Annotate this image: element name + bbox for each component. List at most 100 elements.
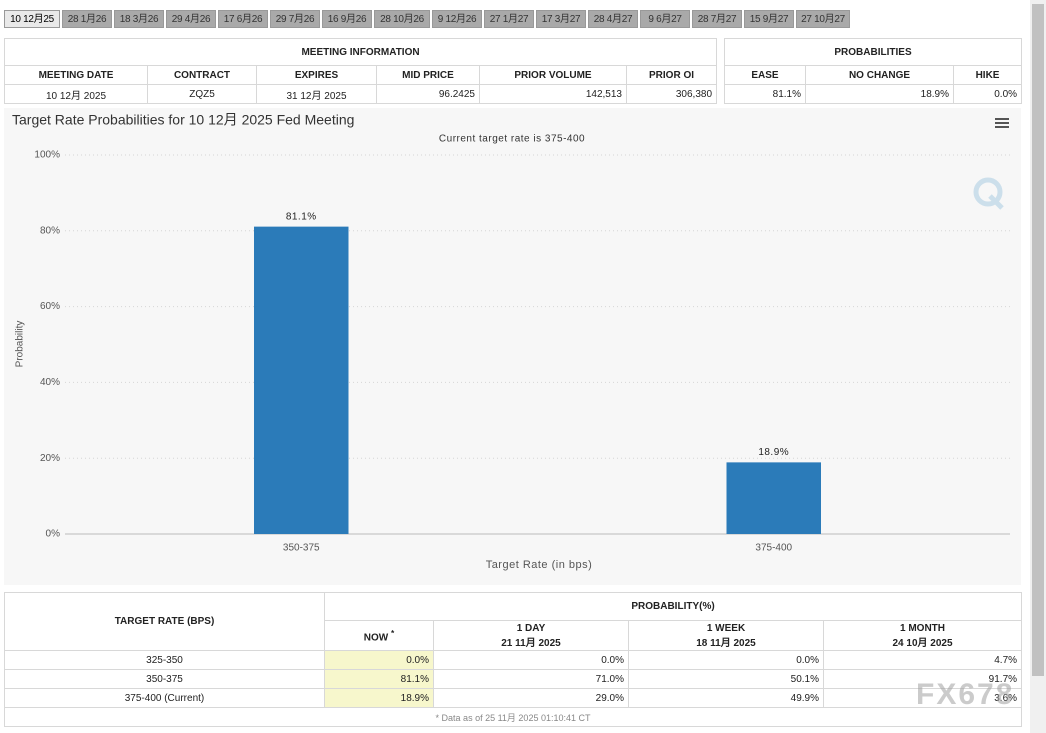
history-table: TARGET RATE (BPS) PROBABILITY(%) NOW * 1 DA… <box>3 592 1023 727</box>
tab[interactable]: 28 7月27 <box>692 10 742 28</box>
footnote-row: * Data as of 25 11月 2025 01:10:41 CT <box>3 707 1023 727</box>
header-row: TARGET RATE (BPS) PROBABILITY(%) <box>4 592 1023 651</box>
cell: 18.9% <box>805 84 954 104</box>
table-title: MEETING INFORMATION <box>3 38 718 66</box>
cell: 0.0% <box>952 84 1023 104</box>
cell: 325-350 <box>4 650 325 670</box>
data-row: 10 12月 2025 ZQZ5 31 12月 2025 96.2425 142,513… <box>4 84 718 104</box>
column-note: * <box>390 627 395 638</box>
title-row: MEETING INFORMATION <box>3 38 718 66</box>
watermark: FX678 <box>916 678 1015 711</box>
tab[interactable]: 17 3月27 <box>536 10 586 28</box>
logo-watermark <box>973 177 1004 210</box>
tab[interactable]: 27 10月27 <box>796 10 850 28</box>
data-label: 18.9% <box>758 447 789 458</box>
chart: Target Rate Probabilities for 10 12月 202… <box>4 108 1021 585</box>
tab[interactable]: 28 4月27 <box>588 10 638 28</box>
tab[interactable]: 16 9月26 <box>322 10 372 28</box>
title-row: PROBABILITIES <box>723 38 1023 66</box>
bar <box>254 226 349 535</box>
y-tick-label: 100% <box>34 150 60 161</box>
cell: 31 12月 2025 <box>256 84 377 104</box>
cell: 96.2425 <box>376 84 480 104</box>
tab[interactable]: 9 12月26 <box>432 10 482 28</box>
column-header: EASE <box>724 65 806 85</box>
header-row: MEETING DATE CONTRACT EXPIRES MID PRICE PRIO… <box>4 65 718 85</box>
cell: 29.0% <box>433 688 629 708</box>
column-header: MID PRICE <box>376 65 480 85</box>
cell: 0.0% <box>433 650 629 670</box>
y-tick-label: 20% <box>40 453 60 464</box>
cell: 10 12月 2025 <box>4 84 148 104</box>
x-axis-title: Target Rate (in bps) <box>486 559 593 571</box>
tab[interactable]: 17 6月26 <box>218 10 268 28</box>
data-row: 325-350 0.0% 0.0% 0.0% 4.7% <box>4 650 1023 670</box>
column-header: HIKE <box>952 65 1023 85</box>
cell: 0.0% <box>324 650 434 670</box>
table-title: PROBABILITIES <box>723 38 1023 66</box>
column-label: 1 DAY <box>516 622 546 634</box>
cell: ZQZ5 <box>147 84 257 104</box>
column-label: 1 MONTH <box>900 622 946 634</box>
scrollbar-thumb[interactable] <box>1032 4 1044 676</box>
column-date: 18 11月 2025 <box>696 637 756 649</box>
column-header: 1 MONTH 24 10月 2025 <box>822 620 1023 651</box>
tab[interactable]: 28 10月26 <box>374 10 430 28</box>
cell: 4.7% <box>822 650 1023 670</box>
column-header: PRIOR OI <box>625 65 718 85</box>
tab[interactable]: 27 1月27 <box>484 10 534 28</box>
chart-title: Target Rate Probabilities for 10 12月 202… <box>12 112 354 128</box>
tab[interactable]: 10 12月25 <box>4 10 60 28</box>
probability-table: PROBABILITIES EASE NO CHANGE HIKE 81.1% 18.9%… <box>723 38 1023 104</box>
y-axis-title: Probability <box>15 321 26 368</box>
y-tick-label: 80% <box>40 225 60 236</box>
column-label: 1 WEEK <box>706 622 746 634</box>
column-header: NO CHANGE <box>805 65 954 85</box>
cell: 0.0% <box>628 650 824 670</box>
y-tick-label: 60% <box>40 301 60 312</box>
column-header: PRIOR VOLUME <box>479 65 627 85</box>
tab[interactable]: 29 4月26 <box>166 10 216 28</box>
bar <box>726 462 821 534</box>
x-tick-label: 350-375 <box>283 543 320 554</box>
cell: 50.1% <box>628 669 824 689</box>
column-header: 1 DAY 21 11月 2025 <box>433 620 629 651</box>
column-header: MEETING DATE <box>4 65 148 85</box>
column-header: CONTRACT <box>147 65 257 85</box>
data-label: 81.1% <box>286 211 317 222</box>
column-header: PROBABILITY(%) <box>323 592 1023 621</box>
cell: 18.9% <box>324 688 434 708</box>
meeting-table: MEETING INFORMATION MEETING DATE CONTRACT E… <box>3 38 718 104</box>
cell: 375-400 (Current) <box>4 688 325 708</box>
tab[interactable]: 28 1月26 <box>62 10 112 28</box>
footnote: * Data as of 25 11月 2025 01:10:41 CT <box>3 707 1023 727</box>
column-header: EXPIRES <box>256 65 377 85</box>
tab[interactable]: 15 9月27 <box>744 10 794 28</box>
column-header: NOW * <box>324 620 434 651</box>
data-row: 350-375 81.1% 71.0% 50.1% 91.7% <box>4 669 1023 689</box>
column-header: 1 WEEK 18 11月 2025 <box>628 620 824 651</box>
column-header: TARGET RATE (BPS) <box>4 592 325 651</box>
x-tick-label: 375-400 <box>755 543 792 554</box>
y-tick-label: 40% <box>40 377 60 388</box>
cell: 81.1% <box>724 84 806 104</box>
tab[interactable]: 9 6月27 <box>640 10 690 28</box>
header-row: EASE NO CHANGE HIKE <box>724 65 1023 85</box>
tab[interactable]: 18 3月26 <box>114 10 164 28</box>
cell: 71.0% <box>433 669 629 689</box>
data-row: 81.1% 18.9% 0.0% <box>724 84 1023 104</box>
column-date: 21 11月 2025 <box>501 637 561 649</box>
cell: 81.1% <box>324 669 434 689</box>
tab[interactable]: 29 7月26 <box>270 10 320 28</box>
y-tick-label: 0% <box>46 529 61 540</box>
menu-icon[interactable] <box>995 118 1009 128</box>
cell: 306,380 <box>625 84 718 104</box>
chart-subtitle: Current target rate is 375-400 <box>439 134 585 145</box>
column-date: 24 10月 2025 <box>892 637 953 649</box>
column-label: NOW <box>363 632 389 644</box>
cell: 350-375 <box>4 669 325 689</box>
data-row: 375-400 (Current) 18.9% 29.0% 49.9% 3.6% <box>4 688 1023 708</box>
cell: 49.9% <box>628 688 824 708</box>
cell: 142,513 <box>479 84 627 104</box>
